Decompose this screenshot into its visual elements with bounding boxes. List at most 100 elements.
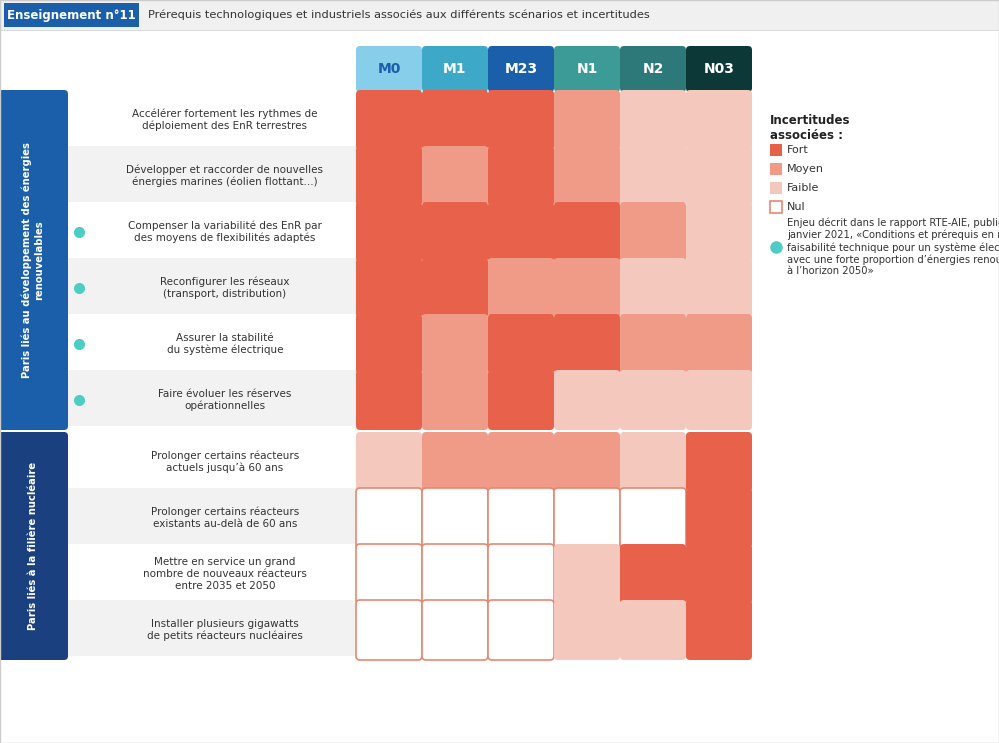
FancyBboxPatch shape — [422, 544, 488, 604]
FancyBboxPatch shape — [488, 314, 554, 374]
Text: Nul: Nul — [787, 202, 805, 212]
FancyBboxPatch shape — [770, 144, 782, 156]
FancyBboxPatch shape — [554, 370, 620, 430]
FancyBboxPatch shape — [422, 370, 488, 430]
FancyBboxPatch shape — [488, 202, 554, 262]
Text: Paris liés au développement des énergies
renouvelables: Paris liés au développement des énergies… — [22, 142, 44, 378]
FancyBboxPatch shape — [488, 258, 554, 318]
FancyBboxPatch shape — [770, 201, 782, 213]
Text: Assurer la stabilité
du système électrique: Assurer la stabilité du système électriq… — [167, 333, 284, 355]
FancyBboxPatch shape — [4, 3, 139, 27]
FancyBboxPatch shape — [686, 488, 752, 548]
FancyBboxPatch shape — [356, 488, 422, 548]
Text: Installer plusieurs gigawatts
de petits réacteurs nucléaires: Installer plusieurs gigawatts de petits … — [147, 619, 303, 641]
FancyBboxPatch shape — [686, 544, 752, 604]
FancyBboxPatch shape — [554, 488, 620, 548]
FancyBboxPatch shape — [356, 258, 422, 318]
FancyBboxPatch shape — [422, 90, 488, 150]
Bar — [68, 544, 752, 600]
FancyBboxPatch shape — [554, 314, 620, 374]
Bar — [68, 314, 752, 370]
FancyBboxPatch shape — [488, 370, 554, 430]
Text: Accélérer fortement les rythmes de
déploiement des EnR terrestres: Accélérer fortement les rythmes de déplo… — [132, 108, 318, 132]
Text: N1: N1 — [576, 62, 597, 76]
FancyBboxPatch shape — [554, 258, 620, 318]
FancyBboxPatch shape — [422, 488, 488, 548]
Text: N2: N2 — [642, 62, 663, 76]
FancyBboxPatch shape — [422, 202, 488, 262]
FancyBboxPatch shape — [620, 544, 686, 604]
FancyBboxPatch shape — [0, 432, 68, 660]
Bar — [68, 258, 752, 314]
Text: N03: N03 — [703, 62, 734, 76]
FancyBboxPatch shape — [356, 370, 422, 430]
FancyBboxPatch shape — [620, 90, 686, 150]
FancyBboxPatch shape — [554, 600, 620, 660]
FancyBboxPatch shape — [686, 370, 752, 430]
FancyBboxPatch shape — [356, 90, 422, 150]
FancyBboxPatch shape — [620, 46, 686, 92]
FancyBboxPatch shape — [488, 600, 554, 660]
FancyBboxPatch shape — [620, 600, 686, 660]
FancyBboxPatch shape — [686, 314, 752, 374]
Text: Prérequis technologiques et industriels associés aux différents scénarios et inc: Prérequis technologiques et industriels … — [148, 10, 649, 20]
Bar — [68, 600, 752, 656]
Bar — [68, 146, 752, 202]
FancyBboxPatch shape — [356, 432, 422, 492]
Text: Faire évoluer les réserves
opérationnelles: Faire évoluer les réserves opérationnell… — [158, 389, 292, 411]
Text: Mettre en service un grand
nombre de nouveaux réacteurs
entre 2035 et 2050: Mettre en service un grand nombre de nou… — [143, 557, 307, 591]
FancyBboxPatch shape — [422, 258, 488, 318]
FancyBboxPatch shape — [620, 314, 686, 374]
Text: Faible: Faible — [787, 183, 819, 193]
Text: Enjeu décrit dans le rapport RTE-AIE, publié en
janvier 2021, «Conditions et pré: Enjeu décrit dans le rapport RTE-AIE, pu… — [787, 218, 999, 276]
FancyBboxPatch shape — [356, 544, 422, 604]
FancyBboxPatch shape — [554, 202, 620, 262]
Text: M1: M1 — [444, 62, 467, 76]
FancyBboxPatch shape — [770, 163, 782, 175]
FancyBboxPatch shape — [0, 90, 68, 430]
Bar — [68, 202, 752, 258]
Text: M0: M0 — [378, 62, 401, 76]
FancyBboxPatch shape — [686, 90, 752, 150]
FancyBboxPatch shape — [620, 146, 686, 206]
Text: Moyen: Moyen — [787, 164, 824, 174]
FancyBboxPatch shape — [620, 258, 686, 318]
FancyBboxPatch shape — [620, 370, 686, 430]
FancyBboxPatch shape — [422, 46, 488, 92]
Bar — [68, 370, 752, 426]
FancyBboxPatch shape — [356, 314, 422, 374]
Text: Paris liés à la filière nucléaire: Paris liés à la filière nucléaire — [28, 462, 38, 630]
FancyBboxPatch shape — [488, 432, 554, 492]
FancyBboxPatch shape — [488, 146, 554, 206]
FancyBboxPatch shape — [686, 46, 752, 92]
Bar — [68, 432, 752, 488]
FancyBboxPatch shape — [488, 544, 554, 604]
Text: Enseignement n°11: Enseignement n°11 — [7, 8, 136, 22]
FancyBboxPatch shape — [620, 488, 686, 548]
FancyBboxPatch shape — [488, 46, 554, 92]
FancyBboxPatch shape — [554, 90, 620, 150]
FancyBboxPatch shape — [770, 182, 782, 194]
FancyBboxPatch shape — [554, 146, 620, 206]
FancyBboxPatch shape — [686, 146, 752, 206]
FancyBboxPatch shape — [620, 432, 686, 492]
FancyBboxPatch shape — [686, 600, 752, 660]
FancyBboxPatch shape — [554, 544, 620, 604]
FancyBboxPatch shape — [488, 90, 554, 150]
FancyBboxPatch shape — [686, 202, 752, 262]
FancyBboxPatch shape — [422, 146, 488, 206]
FancyBboxPatch shape — [422, 432, 488, 492]
Text: Développer et raccorder de nouvelles
énergies marines (éolien flottant...): Développer et raccorder de nouvelles éne… — [127, 165, 324, 187]
FancyBboxPatch shape — [422, 314, 488, 374]
FancyBboxPatch shape — [422, 600, 488, 660]
FancyBboxPatch shape — [356, 600, 422, 660]
FancyBboxPatch shape — [356, 146, 422, 206]
FancyBboxPatch shape — [686, 432, 752, 492]
FancyBboxPatch shape — [356, 202, 422, 262]
Text: Compenser la variabilité des EnR par
des moyens de flexibilités adaptés: Compenser la variabilité des EnR par des… — [128, 221, 322, 244]
FancyBboxPatch shape — [554, 46, 620, 92]
Bar — [0, 0, 999, 30]
Text: M23: M23 — [504, 62, 537, 76]
FancyBboxPatch shape — [620, 202, 686, 262]
FancyBboxPatch shape — [554, 432, 620, 492]
